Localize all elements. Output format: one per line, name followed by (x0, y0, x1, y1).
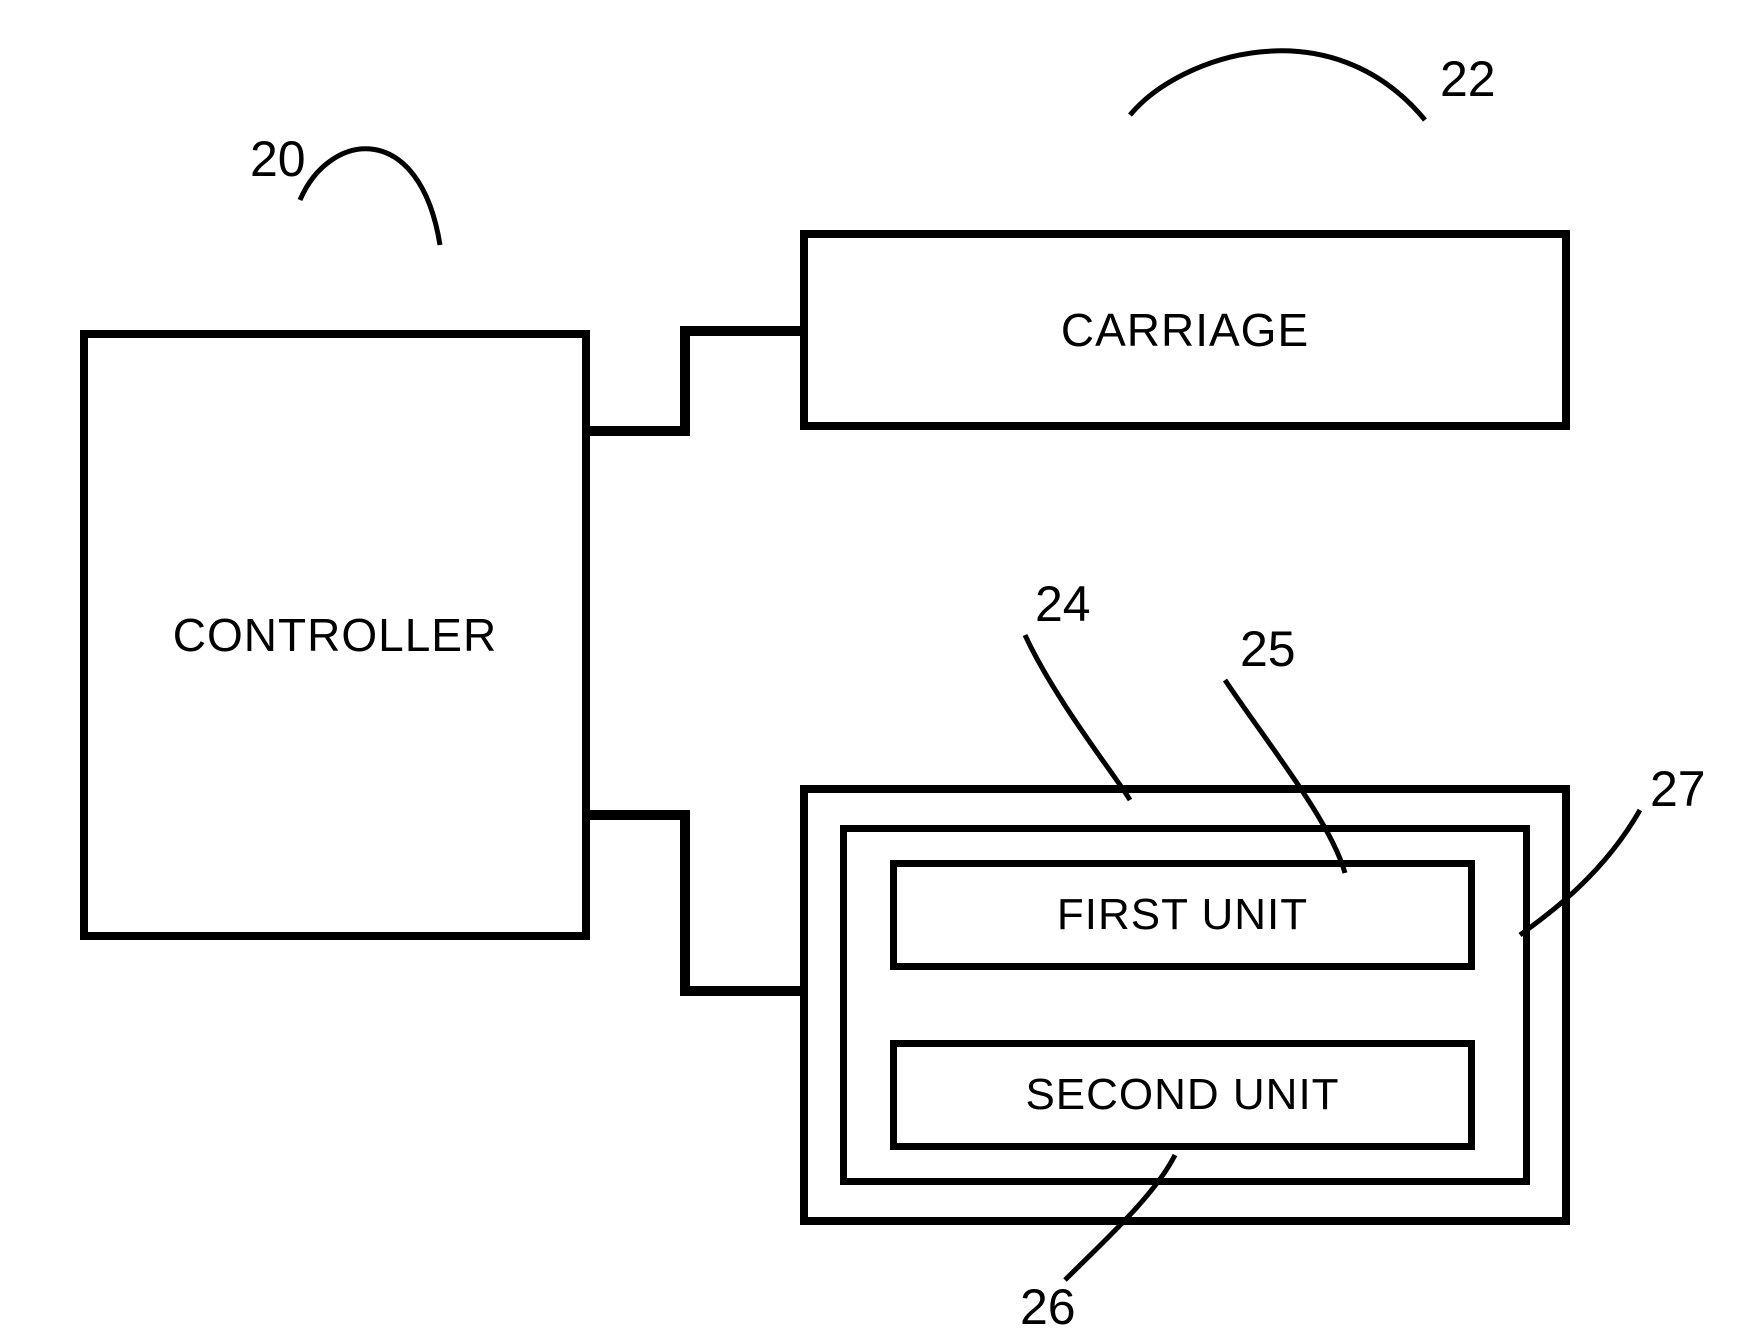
ref-num-26: 26 (1020, 1278, 1076, 1336)
leader-26 (0, 0, 1758, 1331)
leader-26-path (1065, 1155, 1175, 1280)
